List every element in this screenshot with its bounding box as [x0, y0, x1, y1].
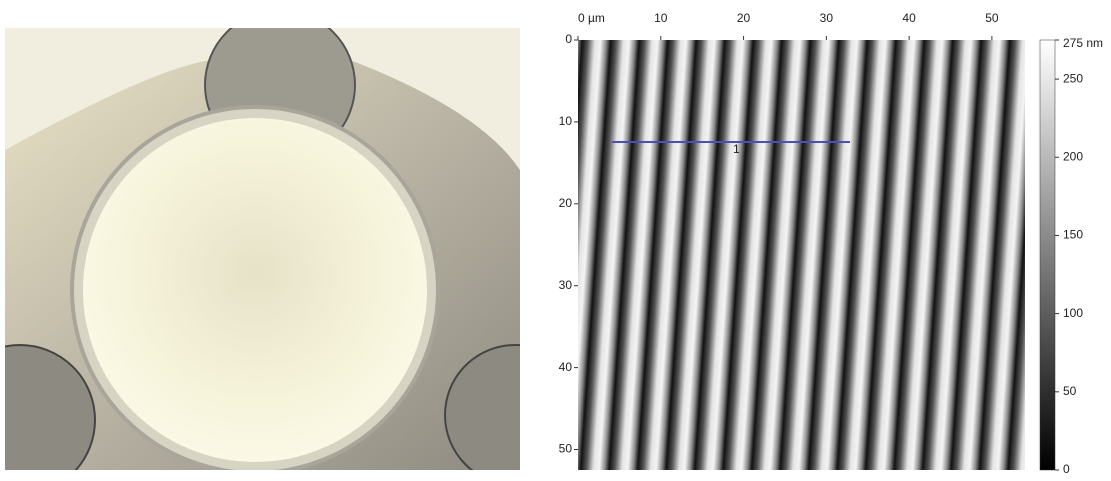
y-tick-label: 40: [559, 360, 573, 374]
x-tick-label: 40: [902, 11, 916, 25]
colorbar-tick-label: 250: [1063, 71, 1083, 85]
colorbar: [1040, 40, 1055, 470]
x-tick-label: 20: [737, 11, 751, 25]
y-tick-label: 10: [559, 114, 573, 128]
x-tick-label: 50: [985, 11, 999, 25]
y-tick-label: 20: [559, 196, 573, 210]
colorbar-tick-label: 100: [1063, 306, 1083, 320]
colorbar-tick-label: 150: [1063, 228, 1083, 242]
profile-label: 1: [733, 142, 740, 156]
photo: [0, 10, 585, 481]
colorbar-tick-label: 275 nm: [1063, 36, 1103, 50]
x-tick-label: 0 µm: [578, 11, 605, 25]
x-tick-label: 10: [654, 11, 668, 25]
colorbar-tick-label: 50: [1063, 384, 1077, 398]
afm-scan: [578, 40, 1025, 470]
colorbar-tick-label: 0: [1063, 462, 1070, 476]
y-tick-label: 0: [565, 32, 572, 46]
y-tick-label: 30: [559, 278, 573, 292]
x-tick-label: 30: [820, 11, 834, 25]
colorbar-tick-label: 200: [1063, 149, 1083, 163]
figure: 1 0 µm 10 20 30 40 50 0 10 20 30 40 50 275 nm 250 200 1…: [0, 0, 1111, 481]
y-tick-label: 50: [559, 442, 573, 456]
